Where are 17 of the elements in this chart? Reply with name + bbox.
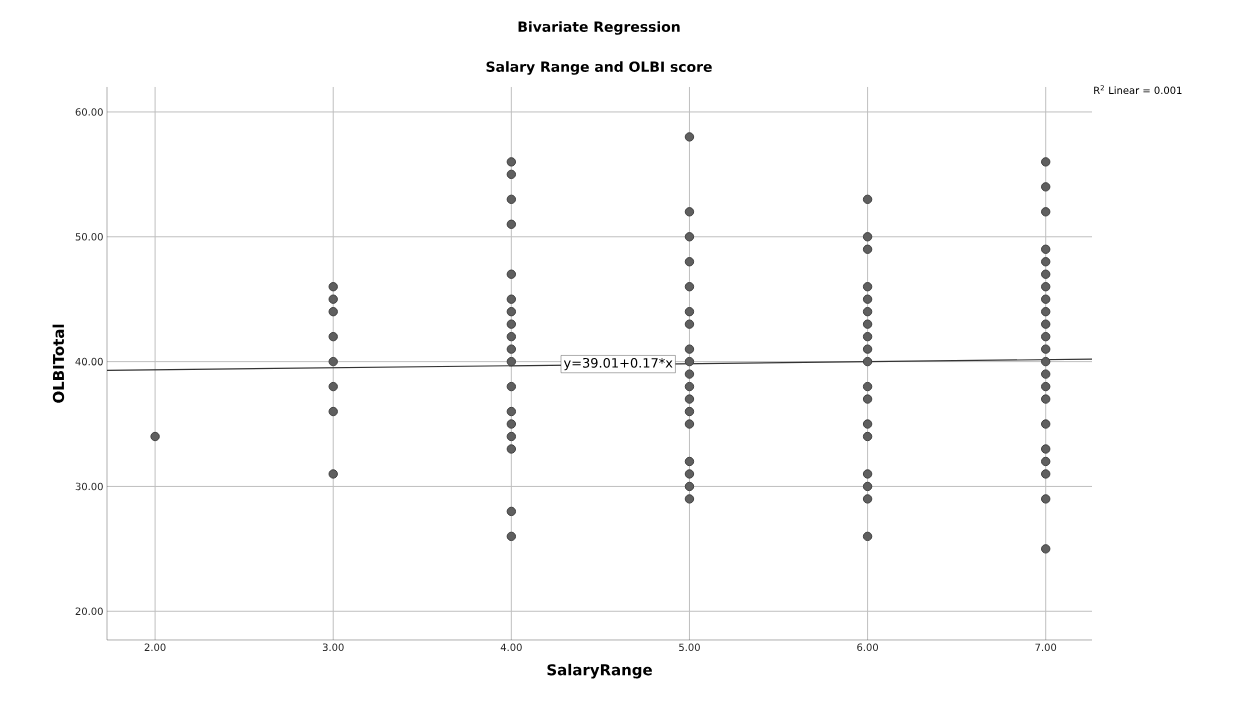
y-axis-title: OLBITotal [52,324,65,403]
x-axis-title: SalaryRange [547,663,652,679]
x-tick-label: 5.00 [679,643,700,652]
y-tick-label: 40.00 [75,357,103,366]
text: R$^{2}$ Linear = 0.001 [1094,85,1182,95]
y-tick-label: 30.00 [75,482,103,491]
x-tick-label: 2.00 [144,643,166,652]
y-tick-label: 50.00 [75,233,103,241]
x-tick-label: 4.00 [500,643,522,652]
x-tick-label: 3.00 [322,643,344,652]
x-tick-label: 7.00 [1035,643,1057,652]
annotation: y=39.01+0.17*x [563,357,673,371]
x-tick-label: 6.00 [857,643,879,652]
chart-subtitle: Salary Range and OLBI score [486,61,712,75]
chart-title: Bivariate Regression [518,21,680,35]
y-tick-label: 20.00 [75,607,103,616]
y-tick-label: 60.00 [75,108,103,116]
